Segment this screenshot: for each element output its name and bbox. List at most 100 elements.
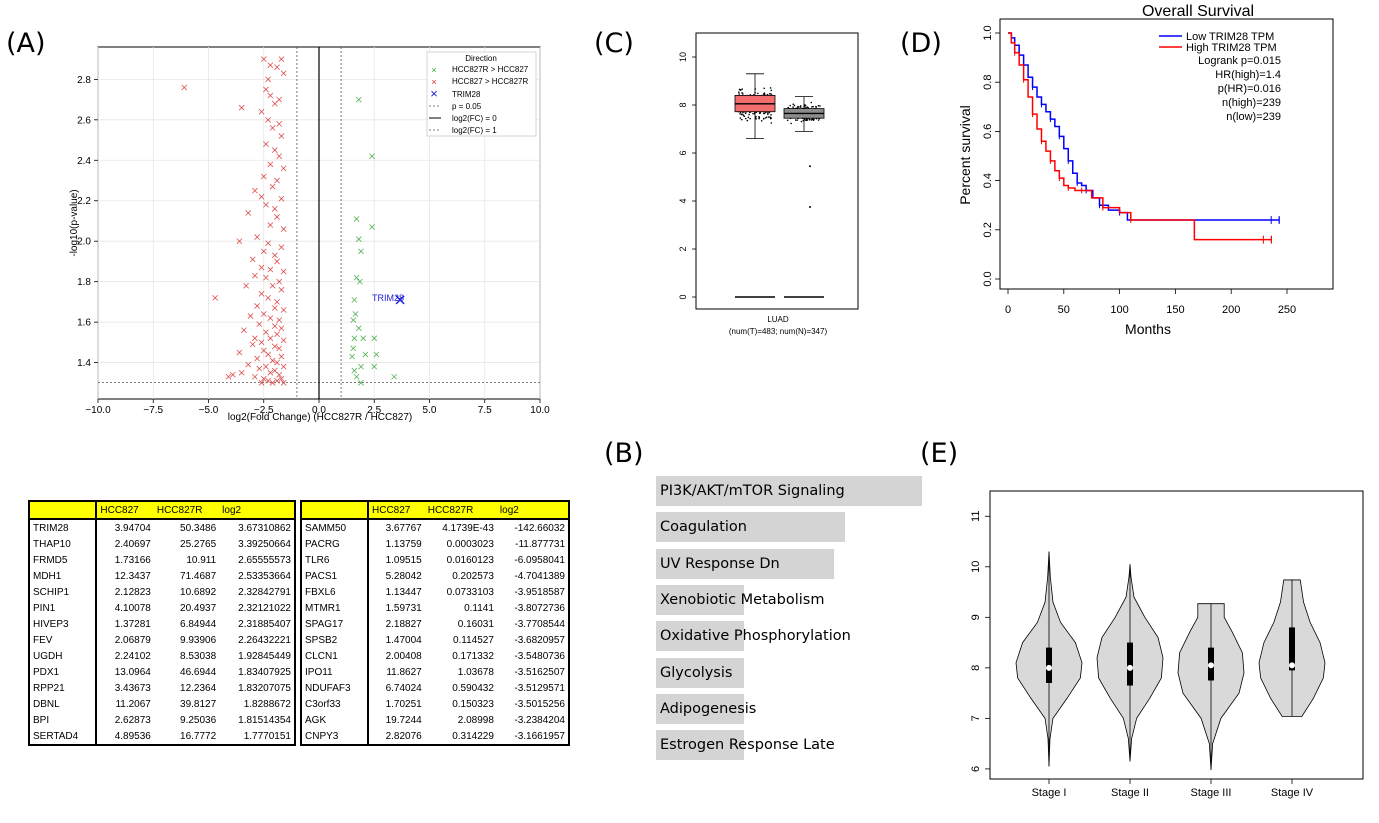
marker-stroke <box>355 325 362 332</box>
marker-stroke <box>276 278 283 285</box>
down-point <box>267 335 274 342</box>
marker-stroke <box>256 365 263 372</box>
down-point <box>276 317 283 323</box>
jitter-point <box>769 116 771 118</box>
marker-stroke <box>265 294 272 301</box>
table-row: PACS1 5.28042 0.202573 -4.7041389 <box>301 568 569 584</box>
table-row: CNPY3 2.82076 0.314229 -3.1661957 <box>301 728 569 745</box>
marker-stroke <box>181 84 188 91</box>
marker-stroke <box>260 347 267 354</box>
down-point <box>240 327 247 334</box>
survival-title: Overall Survival <box>1142 3 1254 20</box>
value-cell: 50.3486 <box>180 522 217 534</box>
value-cell: 16.7772 <box>180 730 217 742</box>
table-row: SERTAD4 4.89536 16.7772 1.7770151 <box>29 728 295 745</box>
hallmark-label: Coagulation <box>660 519 747 536</box>
down-point <box>254 355 261 362</box>
gene-name-cell: FBXL6 <box>301 584 369 600</box>
stat-hr: HR(high)=1.4 <box>1215 69 1281 81</box>
y-tick-label: 2.6 <box>77 115 91 126</box>
y-tick-label: 2.2 <box>77 196 91 207</box>
value-cell: 6.84944 <box>180 618 217 630</box>
up-point <box>351 335 358 342</box>
s-y-tick-label: 0.2 <box>982 222 994 237</box>
marker-stroke <box>280 70 287 77</box>
value-cell: 9.25036 <box>180 714 217 726</box>
up-point <box>353 274 360 281</box>
table-row: PDX1 13.0964 46.6944 1.83407925 <box>29 664 295 680</box>
marker-stroke <box>280 363 287 370</box>
gene-name-cell: C3orf33 <box>301 696 369 712</box>
marker-stroke <box>258 264 265 271</box>
x-tick-label: −10.0 <box>85 405 111 416</box>
down-point <box>260 311 267 317</box>
table-row: PACRG 1.13759 0.0003023 -11.877731 <box>301 536 569 552</box>
jitter-point <box>812 105 814 108</box>
marker-stroke <box>240 327 247 334</box>
vi-y-tick-label: 8 <box>970 665 982 671</box>
jitter-point <box>793 104 796 107</box>
s-x-tick-label: 50 <box>1058 304 1070 316</box>
survival-x-label: Months <box>1125 321 1171 337</box>
down-point <box>269 282 276 289</box>
marker-stroke <box>252 187 258 194</box>
jitter-point <box>740 118 743 121</box>
down-point <box>278 133 285 139</box>
marker-stroke <box>352 311 359 317</box>
marker-stroke <box>369 153 375 160</box>
marker-stroke <box>236 238 243 245</box>
s-y-tick-label: 1.0 <box>982 25 994 40</box>
up-point <box>349 353 356 360</box>
jitter-point <box>738 93 740 95</box>
gene-name-cell: HIVEP3 <box>29 616 98 632</box>
vi-y-tick-label: 10 <box>970 561 982 573</box>
jitter-point <box>757 92 759 95</box>
hallmark-label: PI3K/AKT/mTOR Signaling <box>660 483 845 499</box>
value-cell: 25.2765 <box>180 538 217 550</box>
marker-stroke <box>274 299 280 305</box>
value-cell: 0.114527 <box>452 634 494 646</box>
x-tick-label: −2.5 <box>254 405 274 416</box>
marker-stroke <box>212 294 219 301</box>
marker-stroke <box>238 104 245 111</box>
violin-iqr-box <box>1289 627 1295 671</box>
down-point <box>280 379 287 386</box>
down-point <box>267 369 274 376</box>
jitter-point <box>770 122 773 124</box>
marker-stroke <box>256 321 263 328</box>
jitter-point <box>763 87 765 90</box>
table-row: FRMD5 1.73166 10.911 2.65555573 <box>29 552 295 568</box>
gene-name-cell: MDH1 <box>29 568 98 584</box>
value-cell: 0.171332 <box>452 650 494 662</box>
table-row: DBNL 11.2067 39.8127 1.8288672 <box>29 696 295 712</box>
expression-boxplot: 0 2 4 6 8 10 LUAD (num(T)=483; num(N)=347) <box>678 32 859 336</box>
value-cell: 1.13759 <box>385 538 422 550</box>
up-point <box>352 311 359 317</box>
down-point <box>267 62 274 69</box>
violin-median-dot <box>1289 662 1295 669</box>
jitter-point <box>787 106 790 109</box>
jitter-point <box>770 93 772 95</box>
marker-stroke <box>258 108 265 115</box>
value-cell: -3.5162507 <box>514 666 565 678</box>
value-cell: 0.1141 <box>464 602 494 614</box>
down-point <box>265 76 272 83</box>
box-y-tick-label: 4 <box>678 198 688 203</box>
jitter-point <box>738 91 740 94</box>
legend-up-marker: × <box>431 65 436 75</box>
violin-median-dot <box>1127 664 1133 671</box>
table-row: IPO11 11.8627 1.03678 -3.5162507 <box>301 664 569 680</box>
table-row: CLCN1 2.00408 0.171332 -3.5480736 <box>301 648 569 664</box>
down-point <box>276 371 283 378</box>
table-row: BPI 2.62873 9.25036 1.81514354 <box>29 712 295 728</box>
vi-y-tick-label: 6 <box>970 766 982 772</box>
marker-stroke <box>252 373 258 380</box>
marker-stroke <box>271 252 278 259</box>
value-cell: -3.5129571 <box>514 682 565 694</box>
hallmark-bar: Adipogenesis <box>656 693 756 724</box>
table-row: FBXL6 1.13447 0.0733103 -3.9518587 <box>301 584 569 600</box>
jitter-point <box>764 117 767 119</box>
marker-stroke <box>245 210 252 216</box>
jitter-point <box>741 88 744 90</box>
